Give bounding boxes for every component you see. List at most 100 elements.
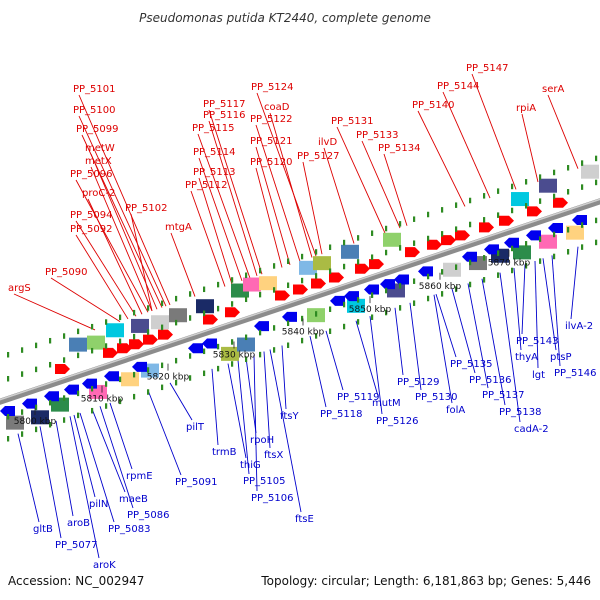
gene-arrow-reverse <box>188 343 203 354</box>
forward-gene-connector <box>361 140 401 229</box>
forward-gene-connector <box>190 190 226 287</box>
gene-arrow-reverse <box>0 405 15 416</box>
ruler-row-reverse-inner <box>119 376 122 383</box>
reverse-gene-label: PP_5143 <box>516 336 559 347</box>
ruler-row-forward-outer <box>357 235 360 241</box>
gene-block-forward <box>243 277 261 292</box>
forward-gene-connector <box>13 293 96 331</box>
ruler-row-reverse-inner <box>301 315 304 322</box>
scale-tick-label: 5800 kbp <box>14 417 57 427</box>
ruler-row-reverse-inner <box>175 357 178 364</box>
ruler-row-reverse-outer <box>455 286 458 292</box>
ruler-row-reverse-inner <box>511 245 514 252</box>
gene-arrow-forward <box>275 290 290 301</box>
gene-block-forward <box>151 315 169 330</box>
ruler-row-reverse-outer <box>497 272 500 278</box>
ruler-row-reverse-inner <box>231 339 234 345</box>
forward-gene-label: serA <box>542 84 564 95</box>
ruler-row-reverse-inner <box>539 236 542 242</box>
forward-gene-label: PP_5124 <box>251 82 294 93</box>
ruler-row-forward-outer <box>245 272 248 279</box>
ruler-row-reverse-outer <box>105 403 108 409</box>
ruler-row-forward-outer <box>329 244 332 250</box>
reverse-gene-connector <box>263 351 271 449</box>
reverse-gene-connector <box>551 255 561 367</box>
ruler-row-forward-inner <box>273 287 276 293</box>
reverse-gene-connector <box>513 268 522 351</box>
ruler-row-forward-inner <box>329 268 332 274</box>
ruler-row-forward-inner <box>511 207 514 214</box>
forward-gene-connector <box>78 115 167 307</box>
ruler-row-reverse-inner <box>441 269 444 275</box>
gene-block-forward <box>69 337 87 352</box>
ruler-row-forward-inner <box>441 231 444 237</box>
forward-gene-connector <box>256 92 317 257</box>
reverse-gene-label: PP_5146 <box>554 368 597 379</box>
ruler-row-reverse-outer <box>119 398 122 405</box>
gene-arrow-forward <box>225 307 240 318</box>
forward-gene-label: PP_5113 <box>193 167 236 178</box>
reverse-gene-label: rpoH <box>250 435 274 446</box>
feature-layer <box>0 164 599 430</box>
gene-arrow-reverse <box>394 274 409 285</box>
ruler-row-forward-inner <box>7 375 10 382</box>
ruler-row-forward-outer <box>21 347 24 353</box>
forward-gene-label: rpiA <box>516 103 536 114</box>
reverse-gene-label: gltB <box>33 524 53 535</box>
ruler-row-reverse-outer <box>539 258 542 264</box>
ruler-row-reverse-outer <box>385 309 388 316</box>
ruler-row-reverse-outer <box>301 337 304 344</box>
ruler-row-forward-inner <box>497 212 500 218</box>
reverse-gene-connector <box>481 278 506 406</box>
gene-label-layer: argS PP_5090 PP_5092 PP_5094 proC-2 PP_5096 me… <box>8 63 597 571</box>
ruler-row-reverse-outer <box>357 319 360 325</box>
forward-gene-connector <box>302 161 323 255</box>
ruler-row-reverse-outer <box>371 314 374 320</box>
gene-block-forward <box>299 260 317 275</box>
reverse-gene-connector <box>39 426 62 539</box>
ruler-row-reverse-outer <box>469 281 472 288</box>
reverse-gene-connector <box>79 412 115 523</box>
ruler-row-forward-outer <box>525 179 528 185</box>
forward-gene-connector <box>75 220 137 317</box>
gene-block-reverse <box>6 415 24 430</box>
ruler-row-forward-inner <box>455 226 458 232</box>
forward-gene-connector <box>78 94 171 306</box>
forward-gene-label: PP_5115 <box>192 123 235 134</box>
forward-gene-connector <box>75 179 149 313</box>
forward-gene-label: argS <box>8 283 31 294</box>
ruler-row-forward-outer <box>49 337 52 344</box>
forward-gene-label: PP_5117 <box>203 99 246 110</box>
reverse-gene-connector <box>355 320 379 397</box>
ruler-row-reverse-inner <box>315 311 318 317</box>
ruler-row-forward-outer <box>567 165 570 171</box>
reverse-gene-connector <box>99 406 134 509</box>
ruler-row-reverse-inner <box>581 222 584 228</box>
ruler-row-forward-inner <box>217 305 220 312</box>
forward-gene-label: PP_5121 <box>250 136 293 147</box>
reverse-gene-label: maeB <box>119 494 148 505</box>
ruler-row-forward-outer <box>287 258 290 265</box>
forward-gene-label: PP_5094 <box>70 210 113 221</box>
reverse-gene-label: mutM <box>372 398 401 409</box>
ruler-row-reverse-inner <box>413 278 416 284</box>
forward-gene-label: PP_5133 <box>356 130 399 141</box>
gene-block-forward <box>196 299 214 314</box>
gene-block-forward <box>341 244 359 259</box>
gene-block-forward <box>383 232 401 247</box>
ruler-row-forward-outer <box>35 342 38 349</box>
ruler-row-forward-outer <box>147 305 150 311</box>
forward-gene-connector <box>50 277 121 322</box>
ruler-row-forward-outer <box>301 253 304 260</box>
ruler-row-forward-outer <box>7 351 10 358</box>
gene-arrow-reverse <box>64 384 79 395</box>
ruler-row-forward-inner <box>399 245 402 251</box>
ruler-row-forward-inner <box>175 319 178 326</box>
gene-arrow-reverse <box>504 237 519 248</box>
gene-block-forward <box>313 256 331 271</box>
reverse-gene-connector <box>253 354 258 492</box>
gene-arrow-reverse <box>364 284 379 295</box>
forward-gene-label: PP_5092 <box>70 224 113 235</box>
ruler-row-reverse-outer <box>581 244 584 250</box>
